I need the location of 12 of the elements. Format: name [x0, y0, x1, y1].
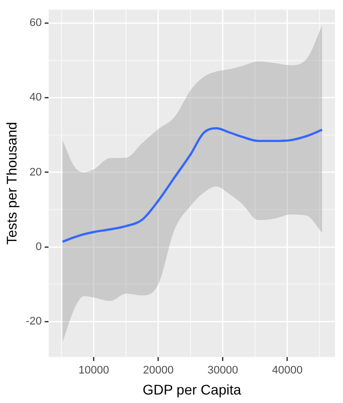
y-tick-label: 60	[29, 17, 42, 30]
x-tick-label: 40000	[272, 364, 303, 377]
y-tick-label: 20	[29, 166, 42, 178]
x-axis-title: GDP per Capita	[142, 381, 242, 398]
y-tick-label: 0	[36, 240, 42, 253]
x-tick-label: 20000	[143, 364, 174, 377]
x-tick-label: 10000	[78, 364, 110, 377]
y-tick-label: -20	[26, 316, 42, 328]
y-axis-title: Tests per Thousand	[3, 122, 20, 245]
y-tick-label: 40	[29, 92, 42, 104]
line-series	[61, 127, 324, 243]
x-tick-label: 30000	[208, 364, 238, 377]
